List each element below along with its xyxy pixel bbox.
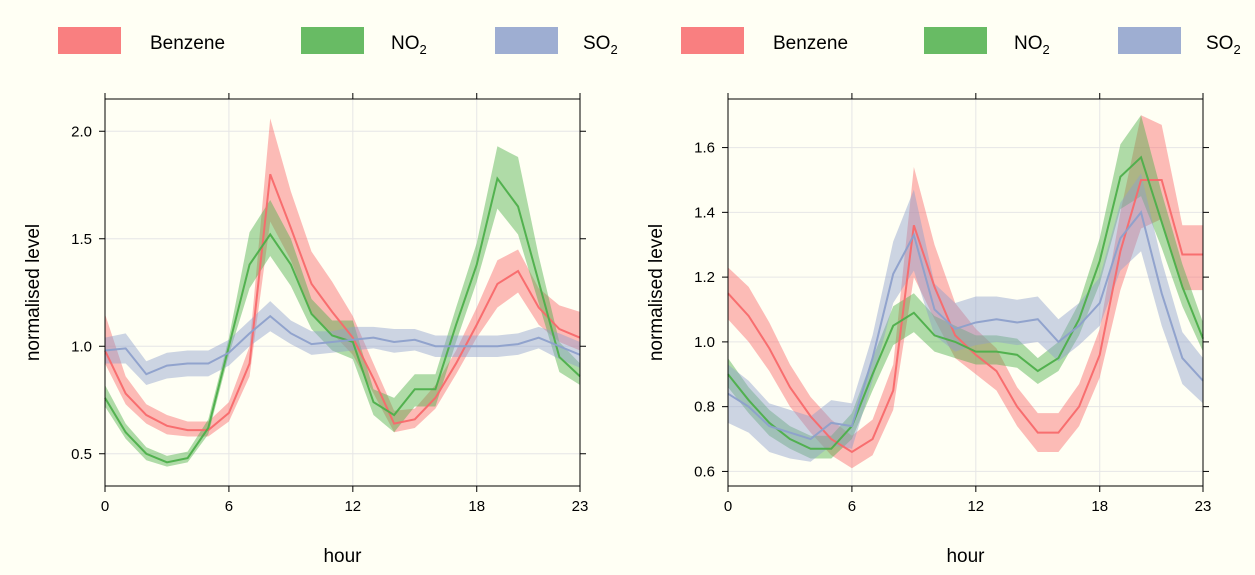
x-tick-label: 0 bbox=[724, 498, 732, 515]
y-tick-label: 0.6 bbox=[694, 463, 715, 480]
legend-swatch-benzene bbox=[681, 27, 744, 54]
series-band-no2 bbox=[728, 115, 1203, 459]
series-line-benzene bbox=[727, 178, 1203, 454]
plot-frame bbox=[104, 98, 581, 487]
legend-label-so2: SO2 bbox=[1206, 33, 1241, 57]
series-line-benzene bbox=[104, 173, 581, 432]
y-tick-label: 0.8 bbox=[694, 399, 715, 416]
x-axis-label: hour bbox=[323, 546, 362, 567]
y-tick-label: 2.0 bbox=[71, 123, 92, 140]
series-line-so2 bbox=[727, 210, 1204, 441]
legend-label-so2: SO2 bbox=[583, 33, 618, 57]
series-band-benzene bbox=[728, 115, 1203, 469]
x-tick-label: 6 bbox=[225, 498, 233, 515]
chart-panel-1: 0 6 12 18 23 0.5 1.0 1.5 2.0 hour normalised level… bbox=[23, 27, 618, 567]
chart-panel-2: 0 6 12 18 23 0.6 0.8 1.0 1.2 1.4 1.6 hour normalised… bbox=[646, 27, 1241, 567]
series-line-no2 bbox=[727, 155, 1204, 450]
y-tick-label: 1.6 bbox=[694, 140, 715, 157]
y-tick-label: 1.5 bbox=[71, 231, 92, 248]
legend-label-no2: NO2 bbox=[391, 33, 427, 57]
y-axis-label: normalised level bbox=[646, 224, 667, 361]
legend-label-benzene: Benzene bbox=[773, 33, 848, 54]
y-tick-label: 1.2 bbox=[694, 269, 715, 286]
x-tick-label: 12 bbox=[967, 498, 984, 515]
x-tick-label: 18 bbox=[468, 498, 485, 515]
plot-frame bbox=[727, 98, 1204, 487]
legend-label-benzene: Benzene bbox=[150, 33, 225, 54]
legend-swatch-no2 bbox=[301, 27, 364, 54]
series-line-so2 bbox=[104, 314, 581, 376]
y-tick-label: 1.0 bbox=[71, 338, 92, 355]
y-tick-label: 1.4 bbox=[694, 204, 715, 221]
legend-swatch-no2 bbox=[924, 27, 987, 54]
x-tick-label: 0 bbox=[101, 498, 109, 515]
x-tick-label: 23 bbox=[572, 498, 589, 515]
legend-label-no2: NO2 bbox=[1014, 33, 1050, 57]
legend-swatch-so2 bbox=[495, 27, 558, 54]
x-tick-label: 23 bbox=[1195, 498, 1212, 515]
legend-swatch-benzene bbox=[58, 27, 121, 54]
x-tick-label: 12 bbox=[344, 498, 361, 515]
series-band-so2 bbox=[728, 173, 1203, 462]
series-band-benzene bbox=[105, 118, 580, 437]
y-tick-label: 0.5 bbox=[71, 446, 92, 463]
legend-swatch-so2 bbox=[1118, 27, 1181, 54]
series-line-no2 bbox=[104, 176, 581, 464]
y-axis-label: normalised level bbox=[23, 224, 44, 361]
x-tick-label: 18 bbox=[1091, 498, 1108, 515]
y-tick-label: 1.0 bbox=[694, 334, 715, 351]
x-axis-label: hour bbox=[946, 546, 985, 567]
x-tick-label: 6 bbox=[848, 498, 856, 515]
